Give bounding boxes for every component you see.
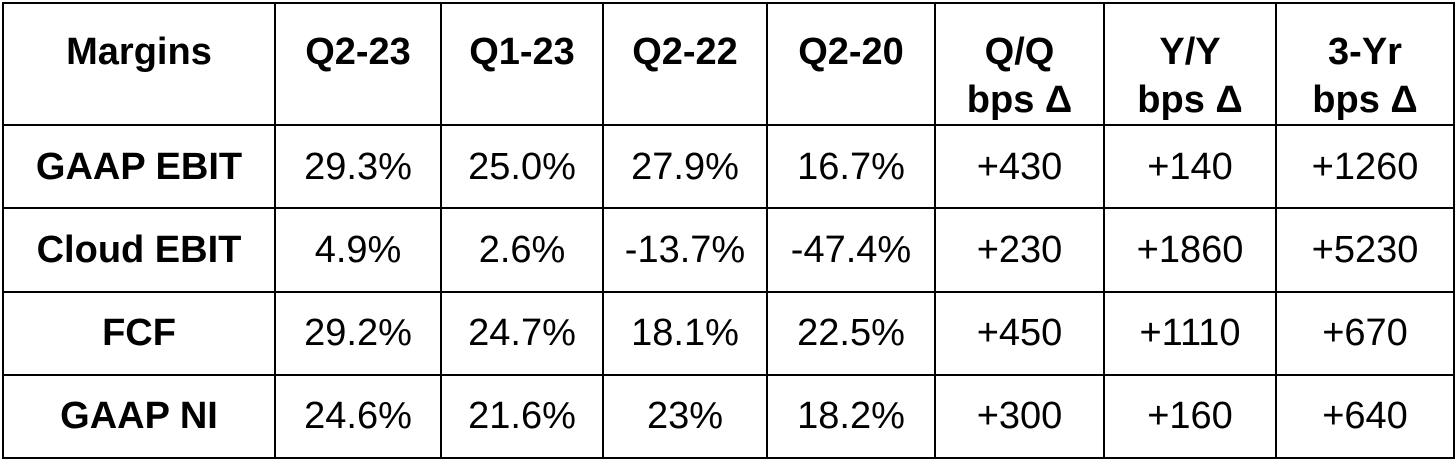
cell-3yr-bps: +670 bbox=[1275, 290, 1455, 376]
header-margins: Margins bbox=[2, 2, 276, 126]
header-qq-line1: Q/Q bbox=[984, 31, 1055, 73]
cell-3yr-bps: +5230 bbox=[1275, 207, 1455, 293]
table-row-fcf: FCF 29.2% 24.7% 18.1% 22.5% +450 +1110 +… bbox=[2, 290, 1455, 376]
cell-yy-bps: +160 bbox=[1103, 373, 1277, 460]
cell-3yr-bps: +640 bbox=[1275, 373, 1455, 460]
header-q2-20-text: Q2-20 bbox=[798, 31, 904, 73]
row-label: Cloud EBIT bbox=[2, 207, 276, 293]
header-q2-22: Q2-22 bbox=[602, 2, 768, 126]
cell-q1-23: 2.6% bbox=[440, 207, 604, 293]
row-label: FCF bbox=[2, 290, 276, 376]
header-3yr-line2: bps Δ bbox=[1312, 79, 1418, 121]
header-q2-22-text: Q2-22 bbox=[632, 31, 738, 73]
cell-qq-bps: +230 bbox=[934, 207, 1105, 293]
cell-q2-20: -47.4% bbox=[766, 207, 936, 293]
cell-q2-20: 18.2% bbox=[766, 373, 936, 460]
cell-qq-bps: +430 bbox=[934, 123, 1105, 210]
cell-q2-23: 29.2% bbox=[274, 290, 442, 376]
cell-qq-bps: +450 bbox=[934, 290, 1105, 376]
table-row-gaap-ni: GAAP NI 24.6% 21.6% 23% 18.2% +300 +160 … bbox=[2, 373, 1455, 460]
cell-q1-23: 21.6% bbox=[440, 373, 604, 460]
header-q1-23-text: Q1-23 bbox=[469, 31, 575, 73]
table-row-gaap-ebit: GAAP EBIT 29.3% 25.0% 27.9% 16.7% +430 +… bbox=[2, 123, 1455, 210]
header-q1-23: Q1-23 bbox=[440, 2, 604, 126]
header-qq-bps: Q/Q bps Δ bbox=[934, 2, 1105, 126]
cell-yy-bps: +140 bbox=[1103, 123, 1277, 210]
cell-3yr-bps: +1260 bbox=[1275, 123, 1455, 210]
header-3yr-bps: 3-Yr bps Δ bbox=[1275, 2, 1455, 126]
cell-q2-22: 23% bbox=[602, 373, 768, 460]
cell-q2-23: 29.3% bbox=[274, 123, 442, 210]
header-q2-23: Q2-23 bbox=[274, 2, 442, 126]
cell-q2-22: 27.9% bbox=[602, 123, 768, 210]
cell-q2-20: 22.5% bbox=[766, 290, 936, 376]
cell-q2-20: 16.7% bbox=[766, 123, 936, 210]
cell-q2-22: -13.7% bbox=[602, 207, 768, 293]
header-3yr-line1: 3-Yr bbox=[1328, 31, 1402, 73]
header-yy-line1: Y/Y bbox=[1159, 31, 1221, 73]
header-q2-20: Q2-20 bbox=[766, 2, 936, 126]
cell-qq-bps: +300 bbox=[934, 373, 1105, 460]
row-label: GAAP NI bbox=[2, 373, 276, 460]
header-margins-text: Margins bbox=[66, 31, 212, 73]
cell-q2-22: 18.1% bbox=[602, 290, 768, 376]
cell-q1-23: 25.0% bbox=[440, 123, 604, 210]
header-yy-line2: bps Δ bbox=[1137, 79, 1243, 121]
table-row-cloud-ebit: Cloud EBIT 4.9% 2.6% -13.7% -47.4% +230 … bbox=[2, 207, 1455, 293]
header-row: Margins Q2-23 Q1-23 Q2-22 Q2-20 Q/Q bps … bbox=[2, 2, 1455, 126]
cell-q2-23: 4.9% bbox=[274, 207, 442, 293]
header-q2-23-text: Q2-23 bbox=[305, 31, 411, 73]
cell-q1-23: 24.7% bbox=[440, 290, 604, 376]
header-yy-bps: Y/Y bps Δ bbox=[1103, 2, 1277, 126]
cell-yy-bps: +1110 bbox=[1103, 290, 1277, 376]
header-qq-line2: bps Δ bbox=[966, 79, 1073, 121]
row-label: GAAP EBIT bbox=[2, 123, 276, 210]
cell-q2-23: 24.6% bbox=[274, 373, 442, 460]
cell-yy-bps: +1860 bbox=[1103, 207, 1277, 293]
